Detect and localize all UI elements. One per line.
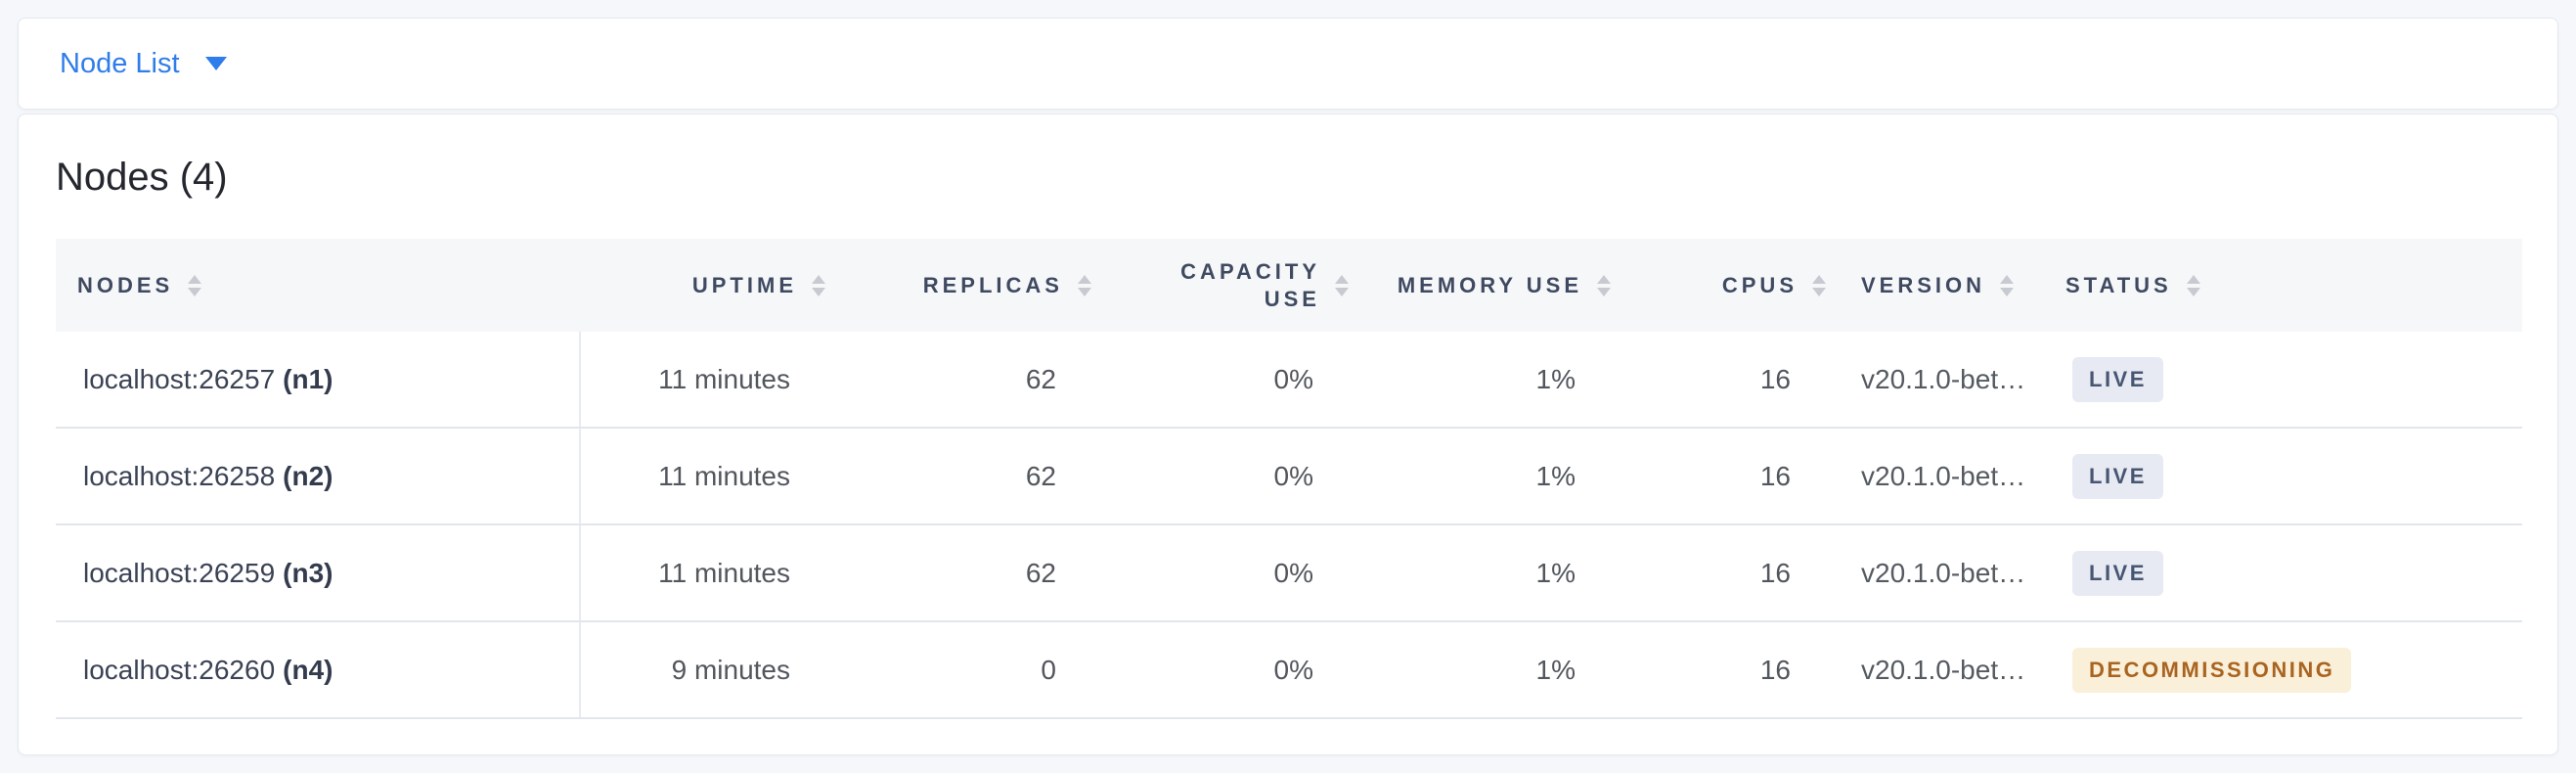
- sort-icon[interactable]: [2186, 274, 2200, 296]
- status-cell: DECOMMISSIONING: [2054, 622, 2522, 717]
- status-badge: LIVE: [2072, 356, 2163, 402]
- sort-icon[interactable]: [1812, 274, 1826, 296]
- version-cell: v20.1.0-bet…: [1861, 557, 2026, 588]
- sort-icon[interactable]: [2000, 274, 2015, 296]
- version-cell: v20.1.0-bet…: [1861, 654, 2026, 685]
- status-badge: DECOMMISSIONING: [2072, 647, 2352, 693]
- memory-use-cell: 1%: [1535, 557, 1576, 588]
- cpus-cell: 16: [1759, 363, 1791, 394]
- column-header-version[interactable]: VERSION: [1834, 239, 2054, 332]
- version-cell: v20.1.0-bet…: [1861, 363, 2026, 394]
- uptime-cell: 11 minutes: [658, 460, 790, 491]
- uptime-cell: 11 minutes: [658, 363, 790, 394]
- column-header-memory-use[interactable]: MEMORY USE: [1356, 239, 1619, 332]
- sort-icon[interactable]: [812, 274, 825, 296]
- status-cell: LIVE: [2054, 332, 2522, 427]
- uptime-cell: 11 minutes: [658, 557, 790, 588]
- table-row-n4[interactable]: localhost:26260 (n4) 9 minutes 0 0% 1% 1…: [56, 622, 2522, 719]
- memory-use-cell: 1%: [1535, 654, 1576, 685]
- caret-down-icon[interactable]: [204, 57, 227, 70]
- capacity-use-cell: 0%: [1273, 654, 1313, 685]
- status-badge: LIVE: [2072, 550, 2163, 596]
- sort-icon[interactable]: [1078, 274, 1091, 296]
- sort-icon[interactable]: [188, 274, 202, 296]
- nodes-card: Nodes (4) NODES UPTIME REPLICAS CAPACITY…: [18, 114, 2558, 755]
- replicas-cell: 62: [1025, 460, 1056, 491]
- sort-icon[interactable]: [1597, 274, 1611, 296]
- status-cell: LIVE: [2054, 525, 2522, 620]
- column-header-capacity-use[interactable]: CAPACITY USE: [1099, 239, 1356, 332]
- column-header-cpus[interactable]: CPUS: [1619, 239, 1834, 332]
- cpus-cell: 16: [1759, 557, 1791, 588]
- sort-icon[interactable]: [1335, 274, 1349, 296]
- node-cell: localhost:26258 (n2): [56, 429, 581, 523]
- memory-use-cell: 1%: [1535, 363, 1576, 394]
- capacity-use-cell: 0%: [1273, 460, 1313, 491]
- replicas-cell: 0: [1041, 654, 1056, 685]
- view-selector-dropdown[interactable]: Node List: [60, 47, 227, 79]
- nodes-table: NODES UPTIME REPLICAS CAPACITY USE MEMOR…: [56, 239, 2522, 719]
- view-selector-label: Node List: [60, 47, 180, 79]
- status-badge: LIVE: [2072, 453, 2163, 499]
- node-cell: localhost:26257 (n1): [56, 332, 581, 427]
- version-cell: v20.1.0-bet…: [1861, 460, 2026, 491]
- cpus-cell: 16: [1759, 460, 1791, 491]
- replicas-cell: 62: [1025, 363, 1056, 394]
- node-cell: localhost:26259 (n3): [56, 525, 581, 620]
- table-header-row: NODES UPTIME REPLICAS CAPACITY USE MEMOR…: [56, 239, 2522, 332]
- column-header-uptime[interactable]: UPTIME: [581, 239, 833, 332]
- column-header-replicas[interactable]: REPLICAS: [833, 239, 1099, 332]
- column-header-status[interactable]: STATUS: [2054, 239, 2522, 332]
- uptime-cell: 9 minutes: [671, 654, 790, 685]
- table-row-n3[interactable]: localhost:26259 (n3) 11 minutes 62 0% 1%…: [56, 525, 2522, 622]
- view-selector-card: Node List: [18, 18, 2558, 110]
- table-row-n2[interactable]: localhost:26258 (n2) 11 minutes 62 0% 1%…: [56, 429, 2522, 525]
- capacity-use-cell: 0%: [1273, 363, 1313, 394]
- capacity-use-cell: 0%: [1273, 557, 1313, 588]
- page-title: Nodes (4): [56, 156, 228, 199]
- column-header-nodes[interactable]: NODES: [56, 239, 581, 332]
- table-row-n1[interactable]: localhost:26257 (n1) 11 minutes 62 0% 1%…: [56, 332, 2522, 429]
- cpus-cell: 16: [1759, 654, 1791, 685]
- replicas-cell: 62: [1025, 557, 1056, 588]
- memory-use-cell: 1%: [1535, 460, 1576, 491]
- status-cell: LIVE: [2054, 429, 2522, 523]
- node-cell: localhost:26260 (n4): [56, 622, 581, 717]
